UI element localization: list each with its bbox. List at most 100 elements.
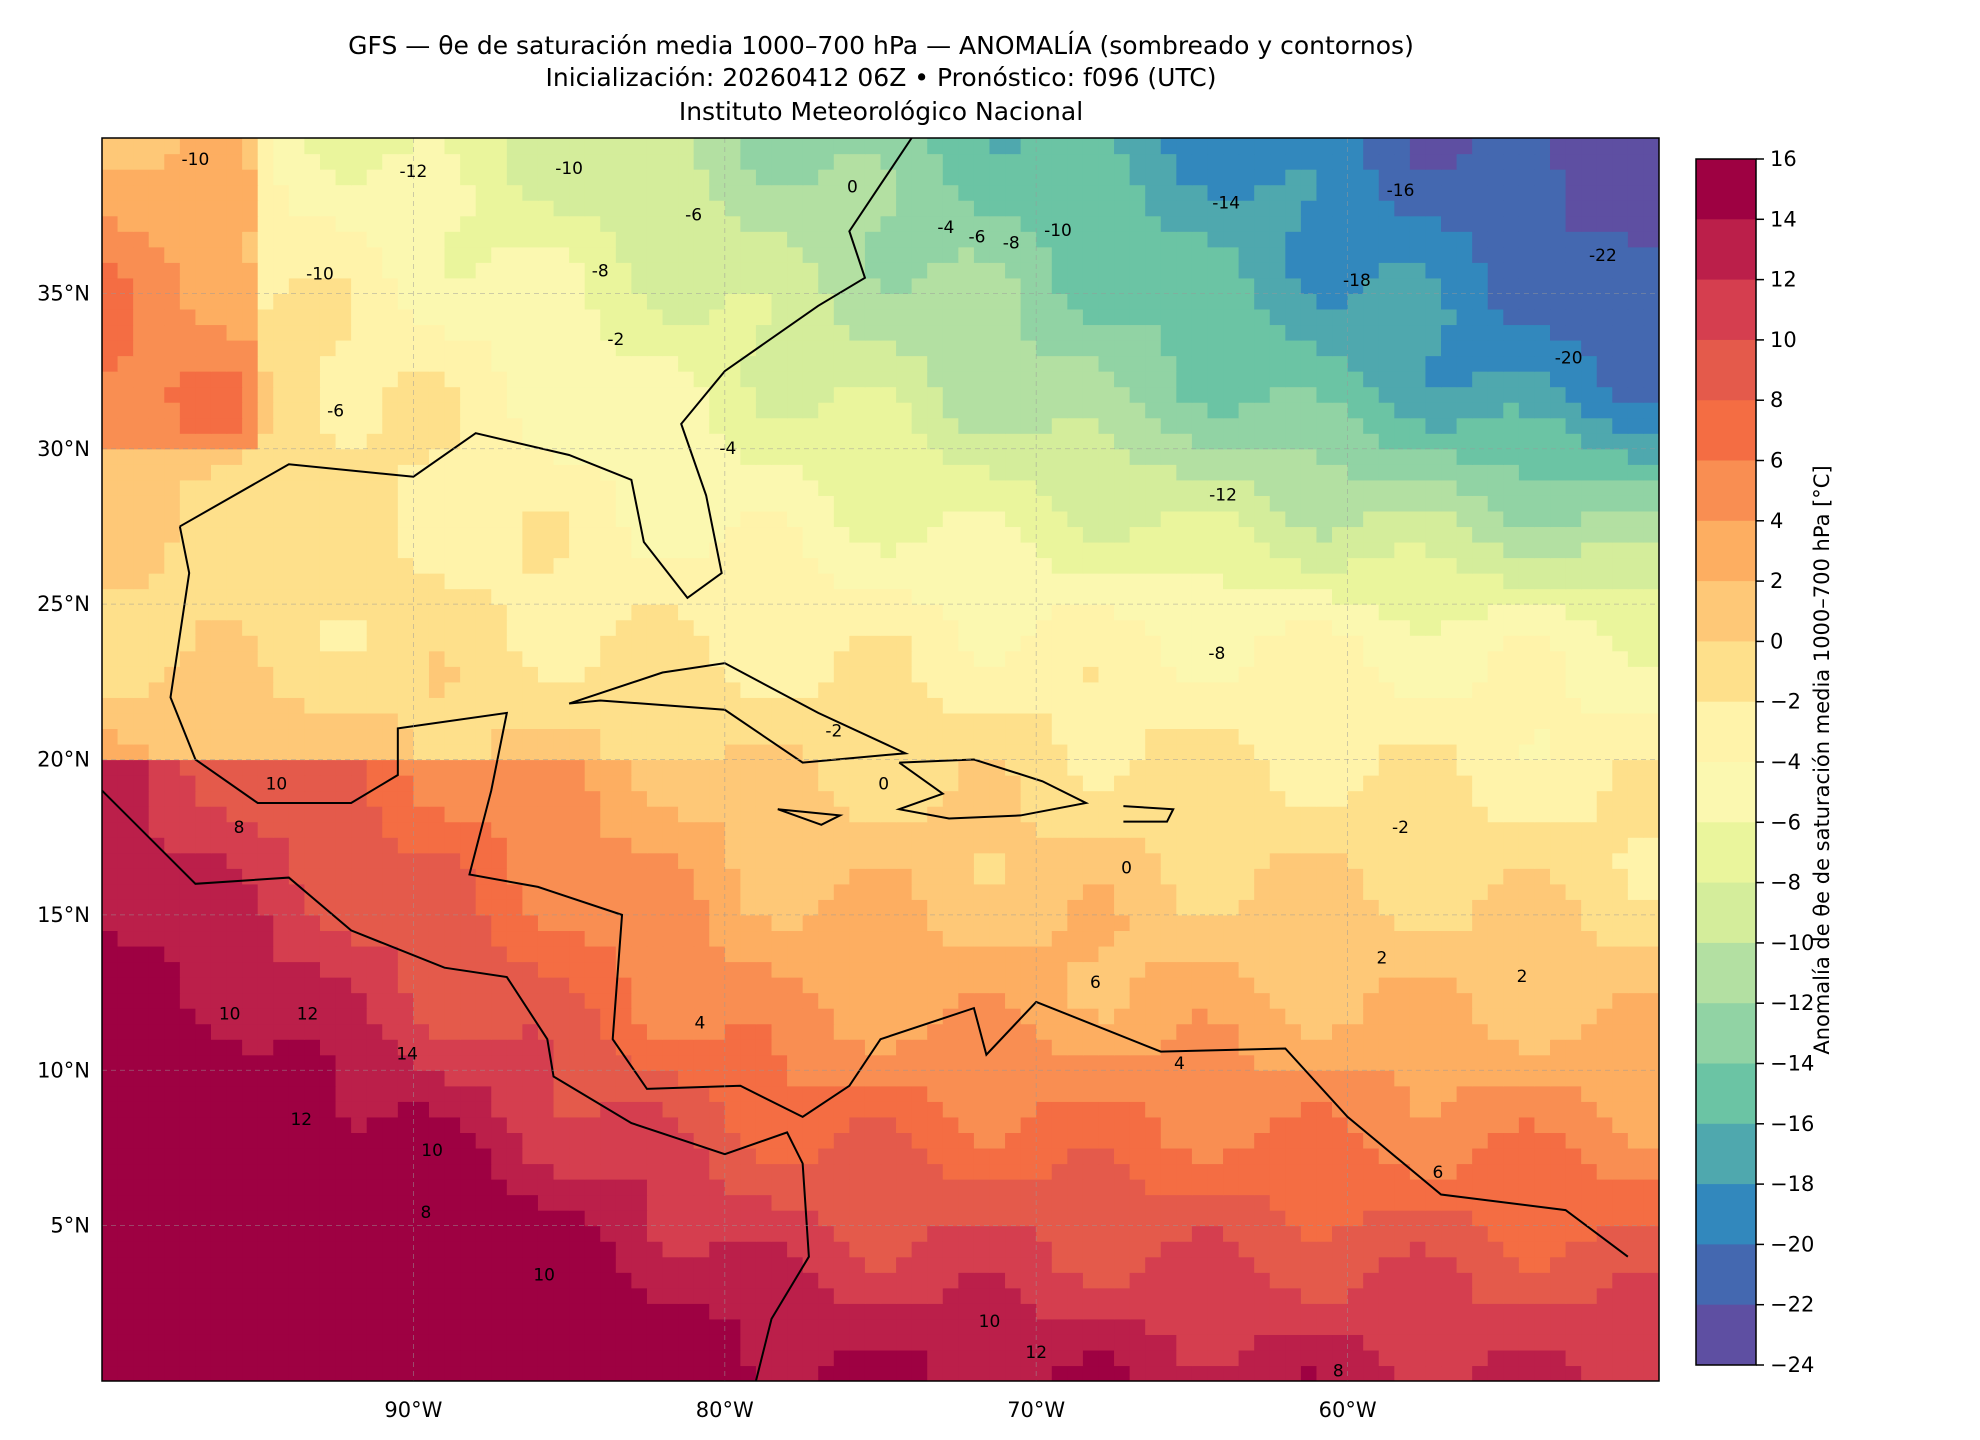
anomaly-cell [771,1303,788,1320]
anomaly-cell [989,899,1006,916]
anomaly-cell [1456,1334,1473,1351]
anomaly-cell [1596,1179,1613,1196]
anomaly-cell [1581,759,1598,776]
anomaly-cell [896,821,913,838]
anomaly-cell [242,1179,259,1196]
anomaly-cell [1316,759,1333,776]
anomaly-cell [1285,712,1302,730]
anomaly-cell [1191,914,1209,932]
anomaly-cell [864,697,882,714]
anomaly-cell [537,899,555,916]
anomaly-cell [1643,1132,1659,1149]
anomaly-cell [1082,1303,1100,1320]
anomaly-cell [1207,1054,1224,1071]
anomaly-cell [1176,728,1193,745]
anomaly-cell [1534,821,1551,838]
anomaly-cell [1612,666,1629,683]
anomaly-cell [1191,1318,1209,1335]
anomaly-cell [382,635,399,652]
anomaly-cell [319,977,337,994]
anomaly-cell [927,697,944,714]
anomaly-cell [1269,1225,1286,1242]
anomaly-cell [210,1023,228,1040]
anomaly-cell [1612,1349,1629,1367]
anomaly-cell [257,743,274,761]
anomaly-cell [522,945,539,963]
anomaly-cell [631,883,648,900]
anomaly-cell [864,1085,882,1102]
anomaly-cell [1518,852,1536,869]
anomaly-cell [1596,1225,1613,1242]
anomaly-cell [1114,821,1131,838]
anomaly-cell [615,852,632,869]
anomaly-cell [1176,806,1193,823]
anomaly-cell [413,743,430,761]
anomaly-cell [1036,1054,1053,1071]
anomaly-cell [257,821,274,838]
anomaly-cell [1082,1256,1100,1273]
anomaly-cell [460,619,477,636]
anomaly-cell [1285,1225,1302,1242]
anomaly-cell [802,1039,819,1056]
anomaly-cell [226,821,243,838]
anomaly-cell [1612,1008,1629,1025]
anomaly-cell [1176,1085,1193,1102]
anomaly-cell [989,1023,1006,1040]
anomaly-cell [304,1365,321,1381]
anomaly-cell [491,604,508,621]
anomaly-cell [273,697,290,714]
anomaly-cell [1643,1179,1659,1196]
anomaly-cell [709,1256,726,1273]
anomaly-cell [1051,712,1068,730]
anomaly-cell [179,650,197,667]
anomaly-cell [818,697,835,714]
anomaly-cell [569,1287,586,1304]
anomaly-cell [989,1334,1006,1351]
anomaly-cell [958,1132,975,1149]
anomaly-cell [989,1008,1006,1025]
anomaly-cell [1129,961,1146,978]
anomaly-cell [475,743,492,761]
anomaly-cell [460,837,477,854]
anomaly-cell [553,868,570,885]
anomaly-cell [1285,1318,1302,1335]
anomaly-cell [1441,712,1458,730]
anomaly-cell [1223,1194,1240,1211]
anomaly-cell [397,666,414,683]
anomaly-cell [475,852,492,869]
anomaly-cell [1207,961,1224,978]
anomaly-cell [210,1225,228,1242]
anomaly-cell [1098,1070,1115,1087]
anomaly-cell [1300,650,1318,667]
anomaly-cell [911,1349,928,1367]
anomaly-cell [1005,1225,1022,1242]
anomaly-cell [304,666,321,683]
anomaly-cell [491,961,508,978]
anomaly-cell [366,977,383,994]
anomaly-cell [1191,1287,1209,1304]
anomaly-cell [1550,883,1567,900]
anomaly-cell [1565,1132,1582,1149]
anomaly-cell [896,1179,913,1196]
anomaly-cell [148,1054,165,1071]
anomaly-cell [1036,1210,1053,1227]
anomaly-cell [148,1334,165,1351]
anomaly-cell [428,1365,446,1381]
anomaly-cell [1643,1023,1659,1040]
anomaly-cell [1145,1147,1162,1165]
anomaly-cell [1285,1008,1302,1025]
anomaly-cell [304,743,321,761]
anomaly-cell [1643,1147,1659,1165]
anomaly-cell [849,775,866,792]
anomaly-cell [662,1210,679,1227]
anomaly-cell [1409,1210,1427,1227]
anomaly-cell [195,666,212,683]
anomaly-cell [1160,790,1177,807]
anomaly-cell [1300,604,1318,621]
anomaly-cell [195,977,212,994]
anomaly-cell [304,681,321,698]
anomaly-cell [958,650,975,667]
anomaly-cell [1394,1194,1411,1211]
anomaly-cell [210,868,228,885]
anomaly-cell [724,806,741,823]
